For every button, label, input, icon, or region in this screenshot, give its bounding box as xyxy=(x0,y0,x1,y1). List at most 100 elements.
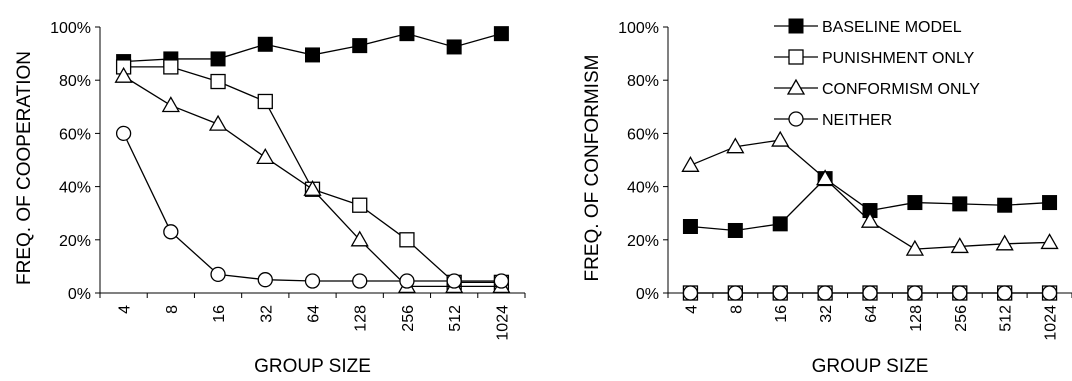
data-point xyxy=(446,39,462,55)
x-tick-label: 512 xyxy=(447,305,464,332)
data-point xyxy=(997,197,1013,213)
data-point xyxy=(815,169,835,186)
series-neither xyxy=(682,285,1058,301)
x-tick-label: 32 xyxy=(258,305,275,323)
data-point xyxy=(352,197,368,213)
data-point xyxy=(817,285,833,301)
data-point xyxy=(304,273,321,289)
chart-1: 0% 20% 40% 60% 80% 100% 4 8 16 32 64 128 256 512 1024 G… xyxy=(14,20,526,377)
y-tick-label: 40% xyxy=(627,180,659,197)
data-point xyxy=(305,47,320,63)
x-tick-label: 256 xyxy=(400,305,417,332)
legend-label: CONFORMISM ONLY xyxy=(822,81,980,98)
x-tick-label: 64 xyxy=(306,305,323,323)
data-point xyxy=(163,224,179,240)
data-point xyxy=(210,51,226,67)
data-point xyxy=(862,285,878,301)
x-tick-label: 4 xyxy=(683,305,700,314)
data-point xyxy=(682,285,699,301)
data-point xyxy=(771,130,790,147)
legend-item-conformism-only: CONFORMISM ONLY xyxy=(774,78,980,98)
legend-marker xyxy=(788,49,804,65)
series-line xyxy=(123,133,502,282)
y-tick-label: 60% xyxy=(627,126,659,143)
y-tick-label: 80% xyxy=(627,73,659,90)
data-point xyxy=(352,38,368,54)
series-punishment-only xyxy=(115,59,510,291)
data-point xyxy=(399,26,415,42)
data-point xyxy=(726,137,745,154)
data-point xyxy=(905,239,925,256)
data-point xyxy=(907,195,923,211)
x-tick-label: 256 xyxy=(953,305,970,332)
x-axis-title: GROUP SIZE xyxy=(812,356,929,377)
data-point xyxy=(210,73,226,90)
x-tick-label: 8 xyxy=(728,305,745,314)
legend-label: PUNISHMENT ONLY xyxy=(822,50,975,67)
data-point xyxy=(950,237,969,254)
y-tick-label: 20% xyxy=(627,233,659,250)
data-point xyxy=(952,285,968,301)
data-point xyxy=(952,196,968,212)
data-point xyxy=(161,96,180,113)
x-tick-label: 1024 xyxy=(494,305,511,341)
x-tick-label: 16 xyxy=(211,305,228,323)
data-point xyxy=(682,219,698,234)
data-point xyxy=(1041,285,1058,301)
y-tick-label: 60% xyxy=(59,126,91,143)
x-tick-label: 4 xyxy=(117,305,134,314)
series-baseline-model xyxy=(116,26,509,70)
data-point xyxy=(772,285,788,301)
y-tick-label: 40% xyxy=(59,180,91,197)
legend-label: BASELINE MODEL xyxy=(822,19,962,36)
legend-item-neither: NEITHER xyxy=(774,111,892,129)
data-point xyxy=(446,273,462,289)
data-point xyxy=(727,222,743,238)
data-point xyxy=(208,114,228,131)
y-tick-label: 0% xyxy=(636,286,659,303)
x-tick-label: 32 xyxy=(818,305,835,323)
data-point xyxy=(210,266,226,283)
x-axis-title: GROUP SIZE xyxy=(254,356,371,377)
data-point xyxy=(257,272,273,288)
data-point xyxy=(352,273,368,289)
x-tick-label: 128 xyxy=(908,305,925,332)
legend-marker xyxy=(788,111,804,127)
legend-item-baseline-model: BASELINE MODEL xyxy=(774,18,962,36)
chart-2: 0% 20% 40% 60% 80% 100% 4 8 16 32 64 128 256 512 1024 G… xyxy=(582,18,1072,377)
data-point xyxy=(860,211,880,228)
data-point xyxy=(257,93,273,110)
x-tick-label: 1024 xyxy=(1043,305,1060,341)
data-point xyxy=(772,216,788,232)
data-point xyxy=(115,125,132,142)
legend-item-punishment-only: PUNISHMENT ONLY xyxy=(774,49,975,67)
y-tick-label: 100% xyxy=(50,20,91,37)
legend-marker xyxy=(786,78,806,95)
x-tick-label: 8 xyxy=(164,305,181,314)
data-point xyxy=(163,59,179,75)
legend-label: NEITHER xyxy=(822,112,892,129)
data-point xyxy=(1040,233,1059,250)
data-point xyxy=(995,234,1014,251)
data-point xyxy=(399,232,415,248)
data-point xyxy=(493,273,510,289)
data-point xyxy=(303,179,322,196)
data-point xyxy=(727,285,743,301)
y-tick-label: 0% xyxy=(68,286,91,303)
series-neither xyxy=(115,125,510,289)
data-point xyxy=(256,148,275,164)
y-axis-title: FREQ. OF COOPERATION xyxy=(14,51,35,285)
series-line xyxy=(690,139,1050,250)
y-tick-label: 20% xyxy=(59,233,91,250)
series-conformism-only xyxy=(114,66,511,294)
x-tick-label: 64 xyxy=(863,305,880,323)
series-conformism-only xyxy=(681,130,1059,256)
data-point xyxy=(997,285,1013,301)
legend-marker xyxy=(788,18,804,34)
data-point xyxy=(350,230,369,247)
data-point xyxy=(493,26,509,42)
data-point xyxy=(1042,195,1058,211)
data-point xyxy=(114,66,133,83)
data-point xyxy=(681,156,700,172)
x-tick-label: 16 xyxy=(773,305,790,323)
